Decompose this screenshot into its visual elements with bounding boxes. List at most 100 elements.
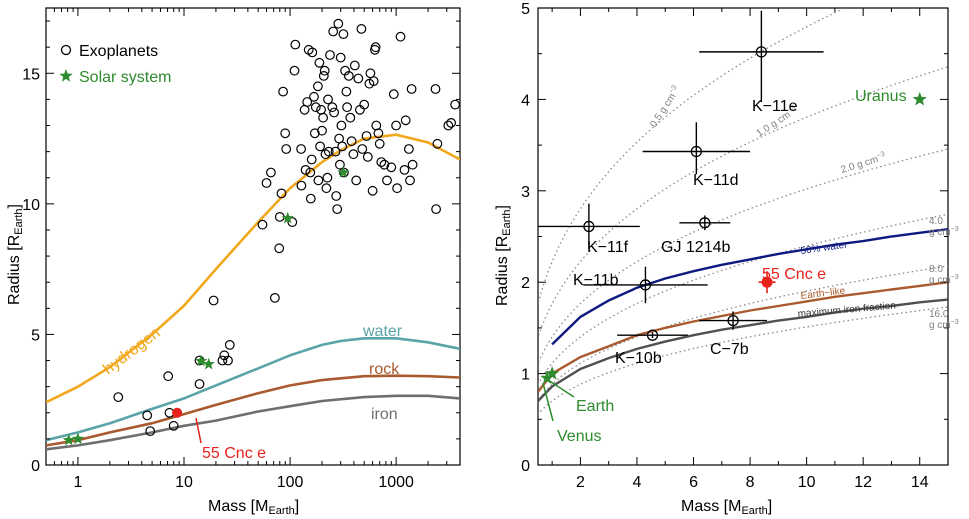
legend-exoplanets-label: Exoplanets: [79, 43, 158, 60]
exoplanet-point: [321, 183, 332, 194]
y-tick-label: 4: [521, 92, 530, 109]
x-tick-label: 2: [576, 474, 585, 491]
y-tick-label: 3: [521, 184, 530, 201]
y-tick-label: 5: [31, 327, 40, 344]
planet-point: [699, 217, 711, 229]
planet-label-k11f: K−11f: [587, 239, 629, 256]
left-axis-ticks: 1 10 100 1000 0 5 10 15: [22, 8, 461, 491]
planet-label-c7b: C−7b: [710, 341, 749, 358]
x-tick-label: 10: [798, 474, 816, 491]
exoplanet-point: [302, 97, 313, 107]
earth-pointer-line: [547, 379, 575, 398]
earth-label: Earth: [576, 398, 614, 415]
exoplanet-point: [274, 243, 285, 254]
exoplanet-point: [353, 73, 364, 84]
planet-point: [755, 46, 768, 58]
exoplanet-point: [382, 175, 392, 186]
label-max-iron: maximum iron fraction: [797, 300, 896, 320]
right-y-axis-label: Radius [REarth]: [494, 205, 513, 306]
planet-point: [583, 220, 595, 233]
exoplanet-point: [341, 86, 352, 97]
label-hydrogen: hydrogen: [100, 324, 164, 378]
y-tick-label: 1: [521, 367, 530, 384]
exoplanet-point: [296, 180, 307, 191]
left-model-curves: [46, 133, 460, 451]
cnc-55e-point-right: [761, 276, 773, 288]
exoplanet-point: [337, 141, 348, 152]
earth-star: [545, 366, 560, 380]
rock-model-curve: [46, 374, 460, 447]
exoplanet-point: [223, 355, 233, 366]
exoplanet-point: [431, 204, 442, 215]
cnc-55e-point: [172, 407, 183, 418]
exoplanet-point: [163, 371, 174, 382]
planet-label-k10b: K−10b: [615, 350, 662, 367]
left-x-axis-label: Mass [MEarth]: [208, 498, 299, 517]
exoplanet-point: [356, 23, 367, 34]
exoplanet-point: [315, 141, 326, 152]
density-curve: [538, 213, 948, 386]
exoplanet-point: [300, 164, 311, 175]
venus-label: Venus: [557, 428, 601, 445]
x-tick-label: 14: [911, 474, 929, 491]
left-legend: Exoplanets Solar system: [59, 43, 171, 86]
planet-label-k11e: K−11e: [752, 98, 798, 115]
exoplanet-point: [296, 144, 307, 154]
exoplanet-point: [208, 295, 219, 306]
exoplanet-point: [399, 164, 410, 175]
exoplanet-point: [407, 159, 418, 170]
planet-point: [646, 329, 659, 341]
x-tick-label: 4: [633, 474, 642, 491]
planet-label-gj1214b: GJ 1214b: [661, 239, 730, 256]
exoplanet-point: [310, 102, 321, 113]
exoplanet-point: [327, 102, 338, 113]
y-tick-label: 0: [521, 458, 530, 475]
left-exoplanet-points: [62, 18, 460, 446]
venus-pointer-line: [542, 382, 554, 422]
exoplanet-point: [306, 154, 317, 165]
exoplanet-point: [319, 65, 330, 76]
solar-system-star: [62, 433, 75, 446]
exoplanet-point: [349, 60, 360, 71]
y-tick-label: 10: [22, 197, 40, 214]
left-y-axis-label: Radius [REarth]: [6, 204, 25, 305]
exoplanet-point: [325, 50, 335, 60]
exoplanet-point: [373, 128, 384, 139]
right-model-curves: [538, 228, 948, 402]
exoplanet-point: [345, 112, 356, 123]
exoplanet-point: [318, 70, 329, 81]
planet-label-55cnce: 55 Cnc e: [762, 266, 826, 283]
exoplanet-point: [328, 26, 339, 37]
exoplanet-point: [362, 151, 373, 162]
solar-system-star: [202, 357, 215, 370]
exoplanet-point: [346, 136, 357, 147]
exoplanet-point: [343, 70, 354, 81]
exoplanet-point: [224, 340, 235, 350]
exoplanet-point: [320, 149, 331, 160]
exoplanet-point: [405, 175, 415, 186]
water-model-curve: [46, 337, 460, 442]
exoplanet-point: [357, 144, 368, 154]
exoplanet-point: [314, 57, 325, 68]
exoplanet-point: [333, 18, 344, 29]
exoplanet-point: [145, 426, 156, 437]
uranus-star: [912, 91, 927, 106]
solar-system-star: [194, 354, 208, 367]
exoplanet-point: [280, 128, 291, 139]
exoplanet-point: [391, 120, 402, 131]
x-tick-label: 1000: [378, 474, 414, 491]
legend-solar-system-label: Solar system: [79, 69, 171, 86]
exoplanet-point: [257, 219, 268, 230]
exoplanet-point: [142, 410, 153, 421]
density-label-4.0: 4.0 g cm−3: [929, 216, 959, 238]
exoplanet-point: [330, 146, 341, 157]
label-50-water: 50% water: [800, 239, 849, 257]
y-tick-label: 0: [31, 458, 40, 475]
y-tick-label: 15: [22, 66, 40, 83]
exoplanet-point: [368, 76, 379, 86]
solar-system-star: [71, 432, 85, 445]
model-curve-1: [538, 281, 948, 393]
exoplanet-point: [400, 115, 411, 126]
exoplanet-point: [318, 112, 329, 123]
